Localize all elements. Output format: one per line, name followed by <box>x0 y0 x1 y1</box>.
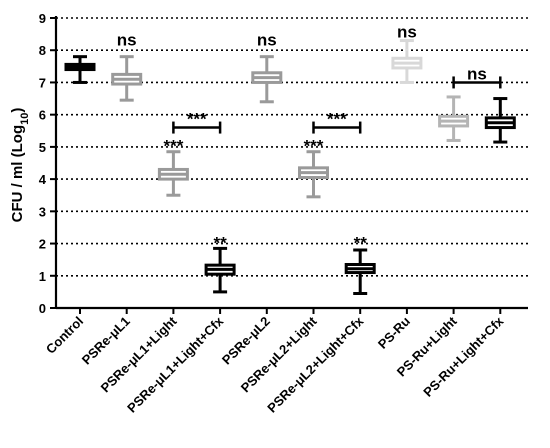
box-10 <box>484 97 516 144</box>
significance-label: ns <box>397 22 417 41</box>
y-tick-label: 0 <box>39 301 46 316</box>
y-tick-label: 1 <box>39 269 46 284</box>
bracket-label: *** <box>327 110 347 129</box>
box-2 <box>111 55 143 102</box>
y-tick-label: 8 <box>39 43 46 58</box>
significance-label: ** <box>213 233 227 252</box>
x-tick-label: PSRe-μL2+Light+Cfx <box>264 313 367 416</box>
bracket-label: ns <box>467 64 487 83</box>
y-tick-label: 7 <box>39 75 46 90</box>
y-tick-label: 4 <box>39 172 47 187</box>
x-tick-label: Control <box>43 314 86 357</box>
box-1 <box>64 55 96 84</box>
box-4 <box>204 246 236 294</box>
significance-label: *** <box>304 137 324 156</box>
significance-label: ** <box>354 233 368 252</box>
grid-lines <box>56 17 528 277</box>
y-axis-label: CFU / ml (Log10) <box>9 108 31 223</box>
y-tick-label: 3 <box>39 204 46 219</box>
box-3 <box>157 150 189 197</box>
x-tick-label: PS-Ru <box>375 313 413 351</box>
y-tick-label: 2 <box>39 237 46 252</box>
box-6 <box>298 150 329 199</box>
bracket-label: *** <box>187 110 207 129</box>
significance-label: ns <box>257 30 277 49</box>
x-tick-label: PS-Ru+Light+Cfx <box>420 313 507 400</box>
y-tick-label: 6 <box>39 108 46 123</box>
box-7 <box>344 248 376 295</box>
significance-label: *** <box>163 137 183 156</box>
significance-label: ns <box>117 30 137 49</box>
significance-annotations: ns*****ns*****ns*** ***ns <box>117 22 502 252</box>
y-tick-label: 5 <box>39 140 46 155</box>
significance-bracket: *** <box>312 110 362 134</box>
y-tick-label: 9 <box>39 11 46 26</box>
box-series <box>64 39 516 295</box>
significance-bracket: *** <box>172 110 222 134</box>
box-8 <box>391 39 423 84</box>
x-tick-label: PSRe-μL1+Light+Cfx <box>124 313 227 416</box>
axes: 0123456789ControlPSRe-μL1PSRe-μL1+LightP… <box>39 11 528 416</box>
box-9 <box>438 95 470 142</box>
box-5 <box>251 55 283 104</box>
significance-bracket: ns <box>452 64 502 89</box>
